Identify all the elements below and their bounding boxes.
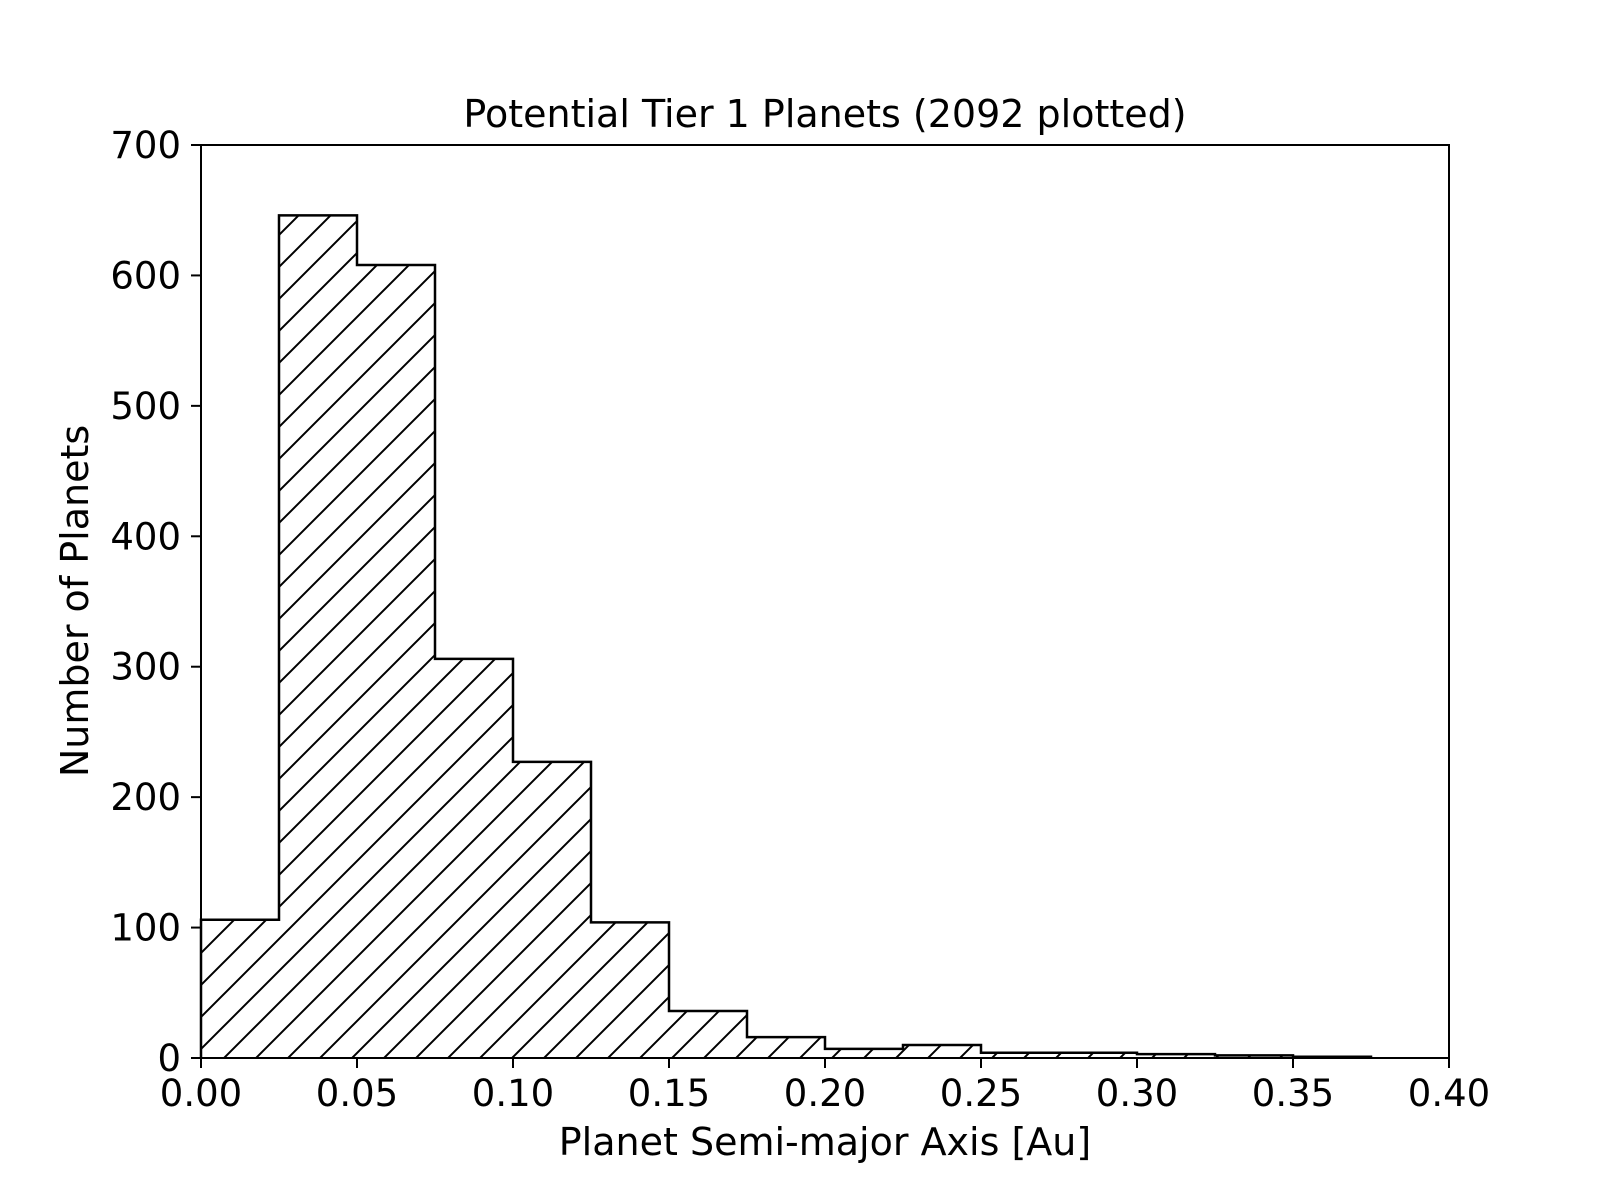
histogram-outline	[199, 214, 1373, 1058]
histogram-bar	[825, 1048, 903, 1058]
x-tick-label: 0.20	[784, 1072, 866, 1115]
histogram-bars	[201, 215, 1371, 1058]
histogram-bar	[1137, 1054, 1215, 1058]
x-tick-label: 0.35	[1252, 1072, 1334, 1115]
histogram-bar	[1215, 1055, 1293, 1058]
x-tick-label: 0.00	[160, 1072, 242, 1115]
y-tick-label: 0	[157, 1037, 181, 1080]
histogram-bar	[747, 1037, 825, 1058]
y-axis-label: Number of Planets	[53, 425, 97, 777]
y-tick-label: 600	[110, 254, 181, 297]
y-tick-label: 500	[110, 385, 181, 428]
x-tick-label: 0.05	[316, 1072, 398, 1115]
y-tick-label: 200	[110, 776, 181, 819]
x-tick-label: 0.15	[628, 1072, 710, 1115]
y-tick-label: 300	[110, 646, 181, 689]
x-axis: 0.00 0.05 0.10 0.15 0.20 0.25 0.30 0.35 0.40	[160, 1058, 1490, 1115]
x-tick-label: 0.25	[940, 1072, 1022, 1115]
histogram-bar	[981, 1052, 1059, 1058]
histogram-bar	[669, 1011, 747, 1058]
x-tick-label: 0.40	[1408, 1072, 1490, 1115]
y-axis: 0 100 200 300 400 500 600 700	[110, 124, 201, 1080]
histogram-bar	[357, 264, 435, 1058]
y-tick-label: 400	[110, 515, 181, 558]
histogram-bar	[435, 658, 513, 1058]
y-tick-label: 100	[110, 907, 181, 950]
histogram-bar	[591, 922, 669, 1058]
x-tick-label: 0.30	[1096, 1072, 1178, 1115]
histogram-bar	[279, 215, 357, 1058]
x-axis-label: Planet Semi-major Axis [Au]	[559, 1120, 1091, 1164]
histogram-bar	[903, 1044, 981, 1058]
histogram-bar	[1059, 1052, 1137, 1058]
y-tick-label: 700	[110, 124, 181, 167]
histogram-bar	[201, 919, 279, 1058]
chart-title: Potential Tier 1 Planets (2092 plotted)	[463, 92, 1186, 136]
x-tick-label: 0.10	[472, 1072, 554, 1115]
histogram-bar	[513, 761, 591, 1058]
